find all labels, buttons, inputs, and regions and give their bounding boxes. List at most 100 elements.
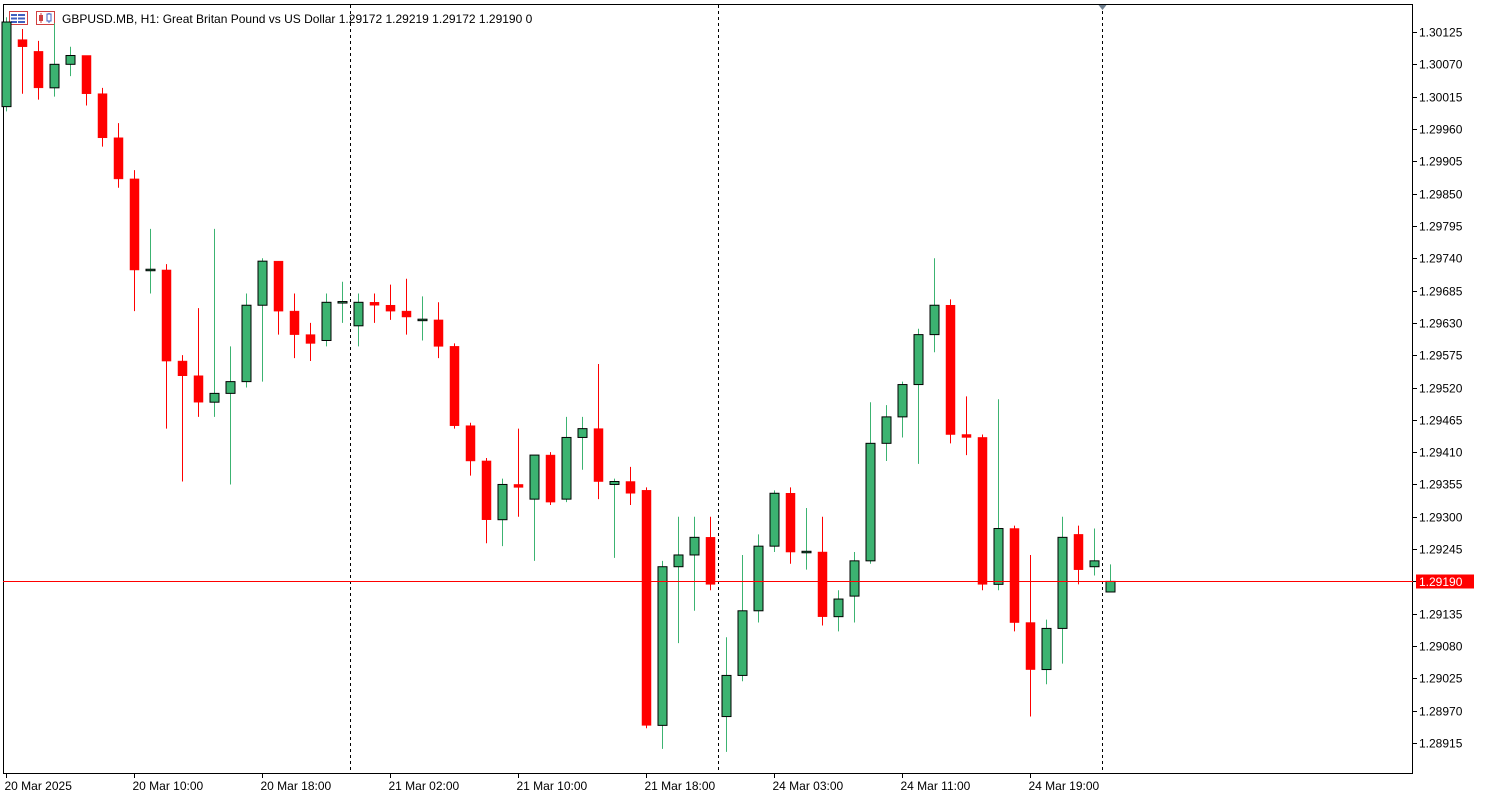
- candle-body: [97, 93, 108, 139]
- candle: [289, 293, 300, 359]
- candle: [225, 346, 236, 485]
- candle: [913, 328, 924, 464]
- shift-marker-icon[interactable]: [1098, 5, 1107, 10]
- y-tick-label: 1.29300: [1419, 511, 1463, 525]
- candle: [49, 23, 60, 97]
- candle-body: [305, 334, 316, 344]
- candle-body: [721, 674, 732, 718]
- y-tick-label: 1.28915: [1419, 737, 1463, 751]
- candle: [657, 560, 668, 749]
- candle-body: [593, 428, 604, 482]
- candle-body: [49, 63, 60, 89]
- candle-body: [465, 425, 476, 462]
- candle-body: [321, 301, 332, 341]
- price-axis[interactable]: 1.30125 1.30070 1.30015 1.29960 1.29905 1.298…: [1413, 26, 1474, 751]
- candle-body: [257, 260, 268, 306]
- y-tick-label: 1.29355: [1419, 478, 1463, 492]
- candle: [193, 308, 204, 417]
- candle: [177, 355, 188, 482]
- candle: [977, 434, 988, 591]
- candle-body: [641, 490, 652, 726]
- candle-body: [609, 481, 620, 485]
- candle-body: [177, 360, 188, 376]
- candle: [321, 293, 332, 347]
- candle: [209, 228, 220, 417]
- candle: [449, 343, 460, 429]
- candle: [145, 228, 156, 294]
- candle: [81, 55, 92, 106]
- candle: [865, 402, 876, 564]
- candle-body: [145, 268, 156, 272]
- candlestick-chart-icon[interactable]: [36, 11, 55, 25]
- candle: [753, 534, 764, 623]
- candle-body: [689, 536, 700, 556]
- candle: [897, 381, 908, 438]
- x-tick-label: 21 Mar 10:00: [517, 779, 588, 793]
- candle: [705, 516, 716, 591]
- list-menu-icon[interactable]: [9, 11, 28, 25]
- candle: [417, 296, 428, 341]
- candle-body: [833, 598, 844, 618]
- candle: [577, 416, 588, 470]
- candle: [369, 293, 380, 323]
- candle-body: [1073, 534, 1084, 570]
- candle: [113, 123, 124, 188]
- candle-body: [801, 550, 812, 554]
- candle-body: [241, 304, 252, 383]
- candle: [993, 399, 1004, 591]
- candles: [1, 17, 1116, 752]
- candle-body: [65, 55, 76, 65]
- candle-body: [561, 436, 572, 500]
- candle-body: [945, 304, 956, 435]
- x-tick-label: 20 Mar 2025: [5, 779, 73, 793]
- y-tick-label: 1.29025: [1419, 672, 1463, 686]
- candle-body: [913, 334, 924, 386]
- y-tick-label: 1.29685: [1419, 285, 1463, 299]
- time-axis[interactable]: 20 Mar 2025 20 Mar 10:00 20 Mar 18:00 21 Ma…: [5, 774, 1100, 793]
- candle-body: [385, 304, 396, 312]
- candle: [817, 516, 828, 626]
- candle: [961, 396, 972, 456]
- y-tick-label: 1.29905: [1419, 155, 1463, 169]
- candle: [273, 260, 284, 335]
- candle-body: [433, 319, 444, 347]
- x-tick-label: 24 Mar 19:00: [1029, 779, 1100, 793]
- y-tick-label: 1.30125: [1419, 26, 1463, 40]
- candle: [65, 46, 76, 77]
- candle-body: [993, 528, 1004, 585]
- candle-body: [369, 302, 380, 306]
- candle: [17, 29, 28, 94]
- candle: [945, 299, 956, 444]
- candle: [465, 422, 476, 476]
- candle: [1073, 525, 1084, 585]
- candle: [673, 516, 684, 644]
- y-tick-label: 1.29630: [1419, 317, 1463, 331]
- current-price-label: 1.29190: [1416, 574, 1474, 589]
- candle: [97, 87, 108, 147]
- candle: [1057, 516, 1068, 664]
- candle: [241, 293, 252, 388]
- candle: [33, 40, 44, 100]
- candle: [641, 487, 652, 729]
- y-tick-label: 1.29960: [1419, 123, 1463, 137]
- y-tick-label: 1.28970: [1419, 705, 1463, 719]
- candle-body: [817, 551, 828, 617]
- candle-body: [1041, 627, 1052, 671]
- candle-body: [17, 39, 28, 47]
- candle: [129, 170, 140, 312]
- y-tick-label: 1.30015: [1419, 91, 1463, 105]
- candle: [609, 478, 620, 558]
- candle: [401, 278, 412, 335]
- period-separators: [350, 5, 1107, 774]
- candle: [785, 487, 796, 564]
- candle-body: [513, 484, 524, 488]
- candle-body: [113, 137, 124, 180]
- candle-body: [33, 51, 44, 89]
- candle-body: [449, 346, 460, 426]
- candle-body: [497, 483, 508, 521]
- candle: [833, 590, 844, 632]
- y-tick-label: 1.29410: [1419, 446, 1463, 460]
- y-tick-label: 1.29795: [1419, 220, 1463, 234]
